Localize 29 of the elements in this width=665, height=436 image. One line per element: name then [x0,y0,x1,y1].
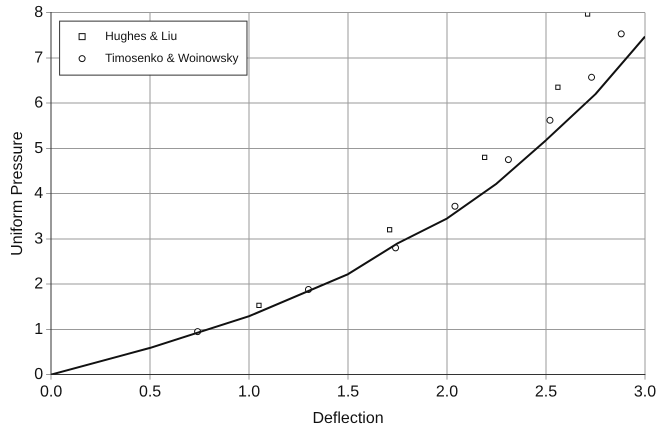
y-tick-label: 1 [34,320,44,338]
x-tick-label: 0.0 [40,384,62,401]
y-tick-label: 3 [34,230,44,248]
y-tick-label: 5 [34,140,44,157]
x-tick-label: 2.5 [534,384,558,401]
point [256,302,262,308]
legend-label: Hughes & Liu [105,28,178,43]
point [451,202,458,210]
y-tick-label: 0 [34,366,44,384]
y-tick-label: 7 [34,49,44,66]
x-tick-label: 1.5 [336,384,360,401]
x-tick-label: 2.0 [436,384,458,401]
point [555,84,561,90]
y-tick-label: 6 [34,94,44,112]
x-axis-title: Deflection [312,410,384,427]
point [618,30,625,38]
x-tick-label: 1.0 [238,384,260,401]
y-tick-label: 4 [34,185,44,202]
y-axis-title: Uniform Pressure [9,131,26,256]
point [482,154,488,160]
x-tick-label: 0.5 [138,384,162,401]
point [546,116,554,124]
point [588,74,596,81]
y-tick-label: 8 [34,4,44,22]
x-tick-label: 3.0 [634,384,656,401]
legend-label: Timosenko & Woinowsky [105,50,238,65]
point [504,156,512,164]
point [387,227,392,232]
y-tick-label: 2 [34,276,44,293]
